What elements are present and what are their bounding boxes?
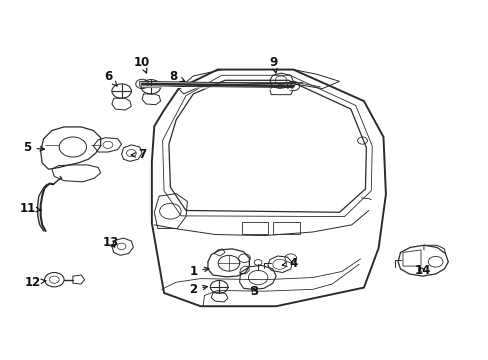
Text: 3: 3 bbox=[250, 285, 258, 298]
Bar bbox=[272, 222, 299, 234]
Text: 6: 6 bbox=[103, 69, 117, 86]
Text: 12: 12 bbox=[24, 276, 46, 289]
Text: 1: 1 bbox=[189, 265, 208, 278]
Text: 14: 14 bbox=[413, 264, 430, 277]
Text: 11: 11 bbox=[20, 202, 41, 215]
Polygon shape bbox=[140, 81, 295, 87]
Text: 8: 8 bbox=[169, 69, 184, 82]
Text: 7: 7 bbox=[131, 148, 146, 161]
Text: 2: 2 bbox=[189, 283, 207, 296]
Text: 13: 13 bbox=[102, 236, 118, 249]
Text: 10: 10 bbox=[134, 56, 150, 73]
Bar bbox=[241, 222, 268, 234]
Text: 5: 5 bbox=[23, 141, 44, 154]
Text: 9: 9 bbox=[269, 56, 277, 73]
Text: 4: 4 bbox=[282, 257, 297, 270]
